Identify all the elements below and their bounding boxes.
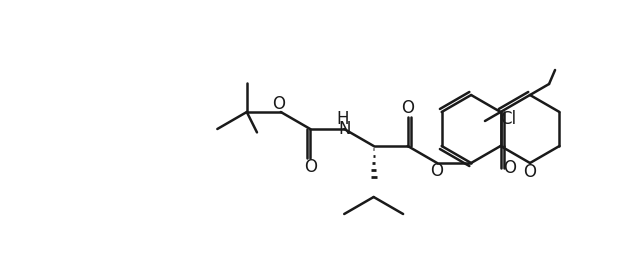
Text: O: O (304, 158, 317, 176)
Text: H: H (336, 110, 348, 128)
Text: O: O (401, 99, 414, 117)
Text: O: O (272, 95, 285, 113)
Text: O: O (524, 163, 536, 181)
Text: O: O (431, 162, 444, 180)
Text: Cl: Cl (500, 110, 516, 128)
Text: O: O (503, 159, 516, 177)
Text: N: N (338, 120, 351, 138)
